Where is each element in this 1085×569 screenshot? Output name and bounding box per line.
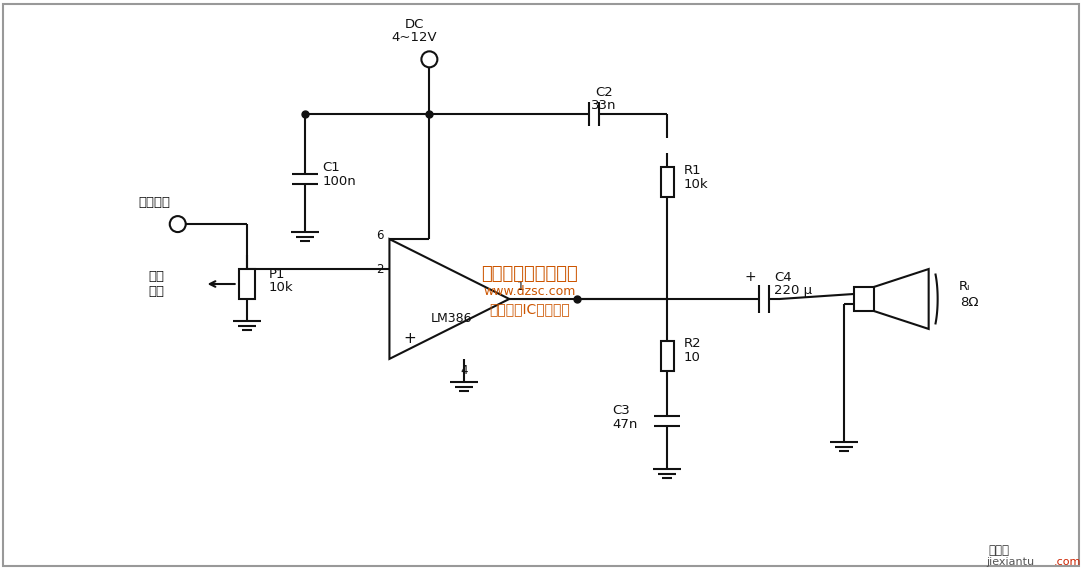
Text: 杭州维库电子市场网: 杭州维库电子市场网 — [481, 265, 577, 283]
Bar — [854, 287, 873, 311]
Text: +: + — [744, 270, 756, 284]
Text: www.dzsc.com: www.dzsc.com — [483, 286, 575, 299]
Text: 接线图: 接线图 — [988, 544, 1009, 557]
Bar — [239, 269, 255, 299]
Text: C2: C2 — [596, 86, 613, 99]
Text: C3: C3 — [612, 405, 630, 417]
Text: 100n: 100n — [322, 175, 356, 188]
Text: 8Ω: 8Ω — [960, 296, 979, 310]
Text: jiexiantu: jiexiantu — [986, 556, 1035, 567]
Text: 调节: 调节 — [149, 286, 165, 299]
Text: DC: DC — [405, 18, 424, 31]
Text: LM386: LM386 — [431, 312, 472, 325]
Text: Rₗ: Rₗ — [959, 281, 970, 294]
Text: 4: 4 — [460, 364, 468, 377]
Text: 10k: 10k — [684, 178, 709, 191]
Text: 音量: 音量 — [149, 270, 165, 283]
Text: P1: P1 — [269, 267, 285, 281]
Text: 音频输入: 音频输入 — [139, 196, 170, 209]
Text: C1: C1 — [322, 160, 341, 174]
Text: 33n: 33n — [591, 99, 617, 112]
Text: R2: R2 — [684, 337, 702, 351]
Text: 全球最大IC采购网站: 全球最大IC采购网站 — [489, 302, 570, 316]
Text: 1: 1 — [516, 281, 524, 294]
Text: 10k: 10k — [269, 282, 293, 295]
Text: .com: .com — [1054, 556, 1081, 567]
Text: 4~12V: 4~12V — [392, 31, 437, 44]
Text: 6: 6 — [375, 229, 383, 242]
Text: 10: 10 — [684, 352, 701, 364]
Text: R1: R1 — [684, 164, 702, 176]
Bar — [661, 341, 674, 371]
Text: 47n: 47n — [612, 418, 638, 431]
Text: 2: 2 — [375, 262, 383, 275]
Text: +: + — [403, 331, 416, 347]
Text: 220 μ: 220 μ — [774, 284, 812, 298]
Text: C4: C4 — [774, 270, 792, 283]
Bar — [661, 167, 674, 197]
